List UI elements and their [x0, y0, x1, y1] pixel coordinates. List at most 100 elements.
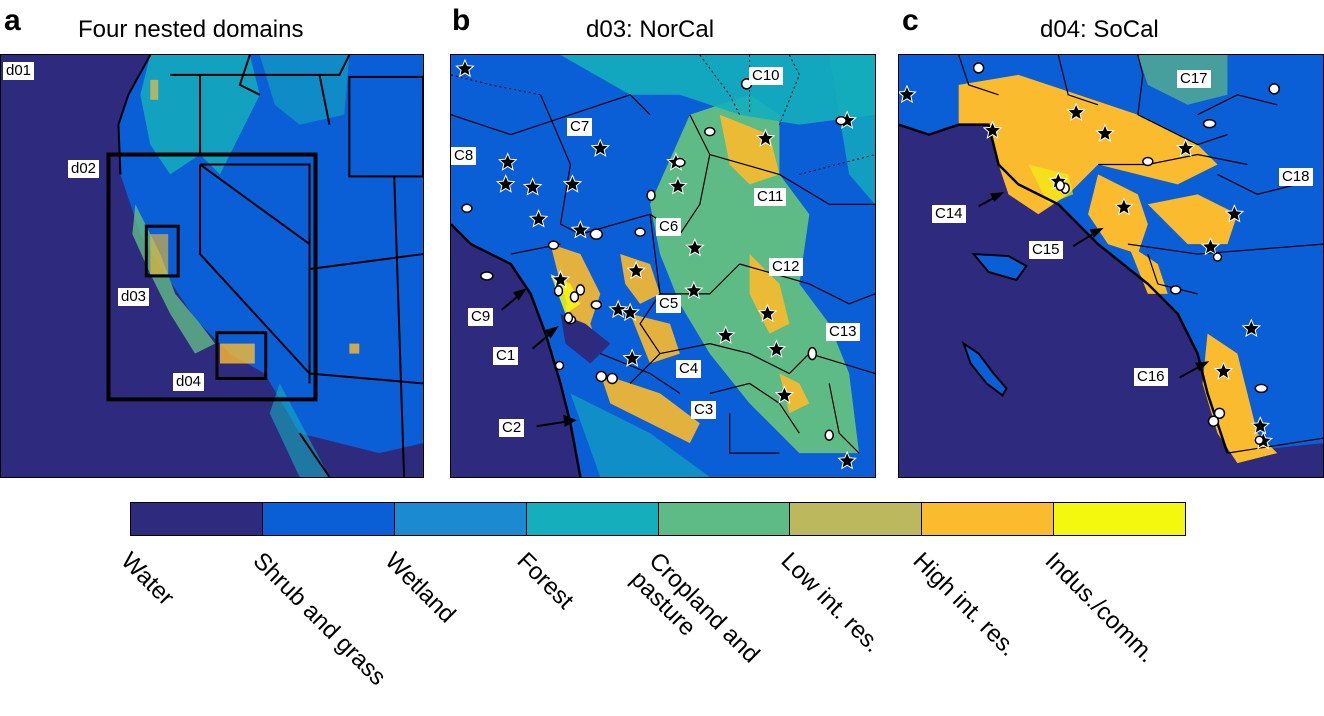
ellipse-marker-icon: [824, 429, 834, 441]
star-icon: [1241, 318, 1262, 338]
label-c8: C8: [451, 147, 477, 165]
star-icon: [608, 299, 628, 319]
map-d01-canvas: [1, 55, 423, 477]
map-d01: d01 d02 d03 d04: [0, 54, 424, 478]
map-d03-canvas: [451, 55, 875, 477]
ellipse-marker-icon: [595, 370, 608, 383]
ellipse-marker-icon: [634, 227, 646, 237]
label-c3: C3: [691, 401, 717, 419]
ellipse-marker-icon: [1202, 118, 1217, 129]
legend-label-forest: Forest: [511, 547, 579, 615]
ellipse-marker-icon: [646, 189, 656, 202]
label-d02: d02: [68, 160, 100, 178]
star-icon: [766, 339, 787, 358]
swatch-cropland: [658, 503, 791, 535]
label-c17: C17: [1177, 70, 1211, 88]
star-icon: [755, 128, 776, 147]
land-use-colorbar: [130, 502, 1186, 536]
label-c13: C13: [826, 323, 860, 341]
map-d04-socal: C17 C18 C14 C15 C16: [898, 54, 1324, 478]
ellipse-marker-icon: [1142, 156, 1154, 167]
swatch-wetland: [394, 503, 527, 535]
star-icon: [1250, 416, 1271, 435]
label-c10: C10: [749, 67, 783, 85]
ellipse-marker-icon: [1169, 285, 1182, 295]
label-c14: C14: [932, 205, 966, 223]
label-c18: C18: [1279, 168, 1313, 186]
star-icon: [1224, 204, 1245, 223]
star-icon: [1175, 138, 1196, 157]
label-c16: C16: [1134, 368, 1168, 386]
legend-label-indus-comm: Indus./comm.: [1039, 547, 1161, 669]
legend-label-low-int-res: Low int. res.: [775, 547, 887, 658]
panel-a-letter: a: [4, 4, 21, 37]
star-icon: [715, 325, 736, 344]
ellipse-marker-icon: [1207, 415, 1220, 427]
label-c9: C9: [468, 308, 494, 326]
star-icon: [455, 58, 475, 78]
label-c12: C12: [769, 258, 803, 276]
star-icon: [550, 269, 571, 289]
star-icon: [622, 348, 642, 367]
swatch-low-int-res: [790, 503, 923, 535]
ellipse-marker-icon: [553, 285, 564, 297]
star-icon: [528, 208, 549, 228]
ellipse-marker-icon: [589, 228, 604, 240]
ellipse-marker-icon: [563, 312, 574, 324]
label-d04: d04: [173, 373, 205, 391]
ellipse-marker-icon: [554, 360, 565, 371]
ellipse-marker-icon: [674, 157, 686, 168]
map-d04-canvas: [899, 55, 1323, 477]
star-icon: [837, 450, 857, 470]
swatch-indus-comm: [1054, 503, 1185, 535]
ellipse-marker-icon: [606, 372, 618, 385]
star-icon: [590, 138, 611, 157]
star-icon: [626, 260, 646, 280]
legend-label-shrub-grass: Shrub and grass: [247, 547, 392, 691]
swatch-water: [131, 503, 263, 535]
star-icon: [1114, 197, 1134, 216]
ellipse-marker-icon: [807, 346, 818, 361]
panel-c-letter: c: [902, 4, 919, 37]
label-d03: d03: [118, 288, 150, 306]
swatch-high-int-res: [922, 503, 1055, 535]
label-c15: C15: [1029, 241, 1063, 259]
map-d03-norcal: C10 C7 C8 C11 C6 C12 C5 C9 C1 C13 C4 C3 …: [450, 54, 876, 478]
legend-label-high-int-res: High int. res.: [907, 547, 1022, 662]
legend-label-water: Water: [115, 547, 180, 612]
panel-b-title: d03: NorCal: [586, 16, 715, 43]
star-icon: [684, 280, 704, 300]
ellipse-marker-icon: [835, 115, 847, 126]
label-c7: C7: [567, 118, 593, 136]
star-icon: [620, 302, 640, 322]
swatch-forest: [526, 503, 659, 535]
star-icon: [1200, 236, 1221, 256]
star-icon: [982, 120, 1003, 139]
ellipse-marker-icon: [972, 62, 985, 74]
star-icon: [497, 152, 518, 171]
label-c11: C11: [754, 188, 787, 206]
star-icon: [757, 303, 778, 323]
ellipse-marker-icon: [1268, 83, 1280, 95]
star-icon: [1066, 102, 1086, 122]
label-c2: C2: [499, 419, 525, 437]
star-icon: [685, 237, 705, 257]
ellipse-marker-icon: [547, 240, 560, 250]
star-icon: [495, 174, 516, 193]
ellipse-marker-icon: [590, 300, 603, 310]
label-c6: C6: [656, 218, 682, 236]
ellipse-marker-icon: [1254, 383, 1269, 394]
ellipse-marker-icon: [575, 284, 586, 296]
star-icon: [1095, 123, 1115, 142]
star-icon: [774, 385, 795, 404]
ellipse-marker-icon: [704, 126, 716, 137]
ellipse-marker-icon: [1212, 252, 1223, 262]
panel-c-title: d04: SoCal: [1040, 16, 1159, 43]
ellipse-marker-icon: [1055, 179, 1065, 192]
label-c4: C4: [676, 360, 702, 378]
star-icon: [570, 219, 591, 239]
legend-label-wetland: Wetland: [379, 547, 461, 629]
star-icon: [522, 177, 543, 196]
ellipse-marker-icon: [461, 203, 473, 214]
label-d01: d01: [3, 62, 35, 80]
